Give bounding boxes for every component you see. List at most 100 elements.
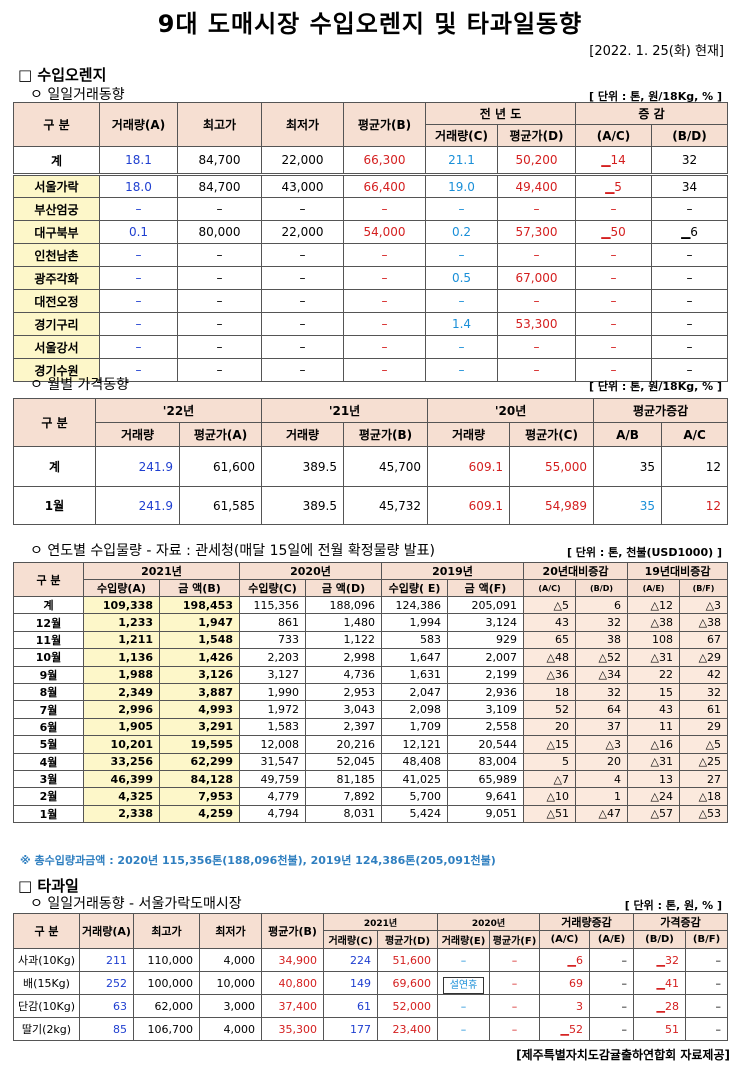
col-chg: 증 감: [575, 102, 729, 125]
pavg-cell: –: [496, 335, 577, 359]
table-row: 12월 1,233 1,947 861 1,480 1,994 3,124 43 32 △38 △3…: [13, 613, 729, 632]
m-col-avgC: 평균가(C): [509, 422, 595, 447]
value-cell: △3: [574, 735, 629, 754]
bf-cell: –: [685, 1017, 729, 1041]
f-col-y20: 2020년: [437, 913, 540, 931]
max-cell: –: [177, 243, 262, 267]
value-cell: 19,595: [159, 735, 240, 754]
value-cell: 43: [627, 700, 681, 719]
max-cell: 110,000: [133, 948, 200, 972]
value-cell: 115,356: [239, 595, 306, 615]
m-col-ab: A/B: [593, 422, 663, 447]
avg-cell: 61,585: [178, 486, 263, 525]
avg-cell: 54,989: [509, 486, 595, 525]
col-max: 최고가: [177, 102, 262, 147]
min-cell: –: [261, 243, 344, 267]
vol-cell: 252: [79, 971, 134, 995]
value-cell: 52: [523, 700, 576, 719]
min-cell: 22,000: [261, 220, 344, 244]
row-label: 부산엄궁: [13, 197, 100, 221]
value-cell: 2,996: [83, 700, 160, 719]
bd-cell: –: [651, 312, 729, 336]
y-col-y21: 2021년: [83, 562, 240, 580]
f-col-volchg: 거래량증감: [538, 913, 635, 931]
row-label: 10월: [13, 648, 84, 667]
vol-cell: 211: [79, 948, 134, 972]
value-cell: 67: [679, 630, 729, 650]
pavg-cell: –: [496, 197, 577, 221]
value-cell: 32: [679, 682, 729, 702]
value-cell: 198,453: [159, 595, 240, 615]
m-col-ac: A/C: [661, 422, 729, 447]
value-cell: 20: [523, 717, 576, 737]
value-cell: 10,201: [83, 735, 160, 754]
value-cell: 1,905: [83, 717, 160, 737]
value-cell: 2,203: [239, 648, 306, 667]
vol-cell: 609.1: [427, 486, 511, 525]
row-label: 계: [13, 595, 84, 615]
vol-cell: 63: [79, 994, 134, 1018]
bf-cell: –: [685, 948, 729, 972]
value-cell: △38: [679, 613, 729, 632]
bf-cell: –: [685, 994, 729, 1018]
bd-cell: 51: [633, 1017, 687, 1041]
row-label: 계: [13, 146, 100, 175]
value-cell: △10: [523, 787, 576, 806]
table-row: 4월 33,256 62,299 31,547 52,045 48,408 83,004 5 2…: [13, 752, 729, 771]
avg-cell: –: [343, 335, 426, 359]
value-cell: 109,338: [83, 595, 160, 615]
y-col-rae: (A/E): [627, 579, 681, 597]
vol-cell: 389.5: [261, 446, 345, 487]
value-cell: △3: [679, 595, 729, 615]
value-cell: 9,641: [447, 787, 524, 806]
pavg-cell: –: [496, 243, 577, 267]
col-min: 최저가: [261, 102, 344, 147]
value-cell: 3,291: [159, 717, 240, 737]
avg-cell: –: [343, 358, 426, 382]
m-col-vol21: 거래량: [261, 422, 345, 447]
value-cell: 37: [574, 717, 629, 737]
c-cell: 177: [323, 1017, 378, 1041]
value-cell: 29: [679, 717, 729, 737]
avg-cell: 45,700: [343, 446, 429, 487]
ac-cell: –: [575, 266, 653, 290]
row-label: 4월: [13, 752, 84, 771]
value-cell: 15: [627, 682, 681, 702]
value-cell: 1,972: [239, 700, 306, 719]
col-pvol: 거래량(C): [425, 124, 498, 147]
value-cell: 861: [239, 613, 306, 632]
avg-cell: 66,300: [343, 146, 426, 175]
min-cell: –: [261, 312, 344, 336]
y-col-qe: 수입량( E): [381, 579, 448, 597]
max-cell: 84,700: [177, 174, 262, 198]
bd-cell: –: [651, 289, 729, 313]
m-col-gubun: 구 분: [13, 398, 96, 447]
value-cell: 64: [574, 700, 629, 719]
value-cell: △7: [523, 769, 576, 789]
table-row: 2월 4,325 7,953 4,779 7,892 5,700 9,641 △10 1 △24 △…: [13, 787, 729, 806]
section-orange: □ 수입오렌지: [18, 66, 107, 84]
report-date: [2022. 1. 25(화) 현재]: [589, 44, 724, 59]
value-cell: 52,045: [305, 752, 382, 771]
value-cell: 2,338: [83, 804, 160, 824]
table-row: 부산엄궁 – – – – – – – –: [13, 197, 729, 221]
value-cell: △57: [627, 804, 681, 824]
row-label: 인천남촌: [13, 243, 100, 267]
m-col-y22: '22년: [94, 398, 263, 423]
value-cell: 2,098: [381, 700, 448, 719]
row-label: 9월: [13, 665, 84, 684]
value-cell: 1,426: [159, 648, 240, 667]
e-cell: –: [437, 1017, 490, 1041]
vol-cell: 18.0: [99, 174, 178, 198]
value-cell: 3,887: [159, 682, 240, 702]
f-col-c: 거래량(C): [323, 930, 378, 949]
value-cell: 7,892: [305, 787, 382, 806]
fruit-trade-table: 구 분 거래량(A) 최고가 최저가 평균가(B) 2021년 2020년 거래…: [13, 913, 729, 1041]
pvol-cell: 0.5: [425, 266, 498, 290]
f-cell: –: [489, 1017, 540, 1041]
value-cell: 46,399: [83, 769, 160, 789]
pvol-cell: 21.1: [425, 146, 498, 175]
ab-cell: 35: [593, 446, 663, 487]
col-gubun: 구 분: [13, 102, 100, 147]
pavg-cell: 49,400: [496, 174, 577, 198]
